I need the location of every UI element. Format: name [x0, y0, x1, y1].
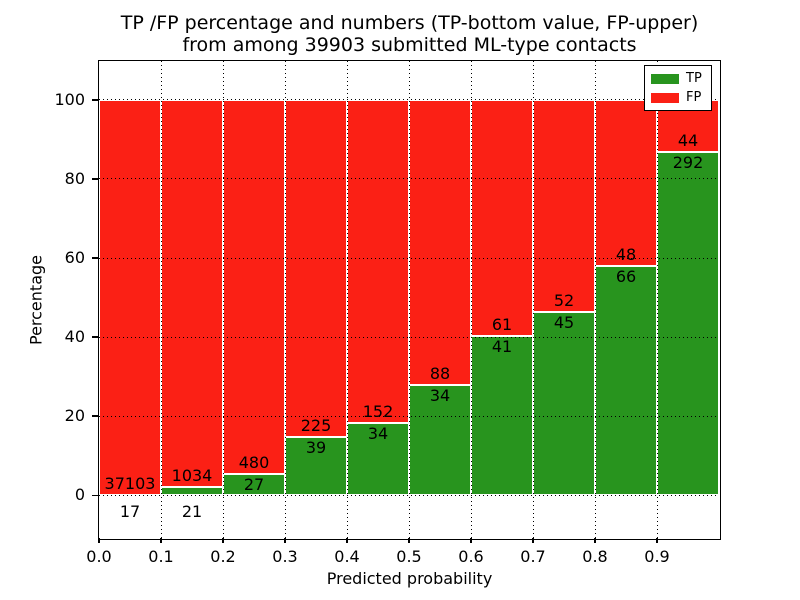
x-tick: [532, 538, 534, 543]
x-tick-label: 0.3: [272, 547, 298, 566]
chart-title-line-1: TP /FP percentage and numbers (TP-bottom…: [120, 12, 699, 34]
bar-label-fp-count: 88: [429, 364, 451, 384]
bar-label-fp-count: 44: [677, 130, 699, 150]
y-tick: [92, 257, 98, 259]
x-tick: [160, 538, 162, 543]
x-tick: [346, 538, 348, 543]
gridline-vertical: [408, 61, 410, 538]
x-tick: [470, 538, 472, 543]
bar-segment-fp: [285, 99, 347, 437]
x-tick: [284, 538, 286, 543]
fp-color-swatch: [651, 92, 679, 103]
bar-segment-fp: [533, 99, 595, 312]
bar-label-tp-count: 41: [491, 337, 513, 357]
x-tick-label: 0.9: [644, 547, 670, 566]
y-tick-label: 60: [64, 248, 85, 267]
gridline-vertical: [532, 61, 534, 538]
bar-label-tp-count: 39: [305, 437, 327, 457]
bar-segment-fp: [161, 99, 223, 488]
y-tick: [92, 336, 98, 338]
x-axis-label: Predicted probability: [326, 569, 493, 588]
x-tick-label: 0.5: [396, 547, 422, 566]
legend-label-tp: TP: [686, 71, 702, 86]
x-tick: [222, 538, 224, 543]
plot-area: TP FP 37103 17 1034 21 480 27 225 39 152 34 88 34 61…: [54, 60, 721, 566]
gridline-vertical: [346, 61, 348, 538]
x-tick: [594, 538, 596, 543]
bar-label-tp-count: 45: [553, 312, 575, 332]
bar-segment-tp: [285, 436, 347, 496]
gridline-horizontal: [99, 257, 719, 259]
bar-segment-fp: [409, 99, 471, 386]
legend-label-fp: FP: [686, 90, 702, 105]
bar-label-tp-count: 292: [672, 152, 704, 172]
gridline-horizontal: [99, 336, 719, 338]
bar-label-fp-count: 225: [300, 415, 332, 435]
bar-segment-fp: [99, 99, 161, 496]
y-tick: [92, 415, 98, 417]
gridline-horizontal: [99, 178, 719, 180]
x-tick-label: 0.0: [86, 547, 112, 566]
legend: TP FP: [644, 65, 712, 111]
y-tick: [92, 99, 98, 101]
bar-segment-fp: [347, 99, 409, 423]
bar-label-fp-count: 52: [553, 290, 575, 310]
y-axis-label: Percentage: [26, 254, 46, 346]
x-tick-label: 0.6: [458, 547, 484, 566]
gridline-vertical: [656, 61, 658, 538]
bar-label-fp-count: 1034: [171, 466, 213, 486]
gridline-vertical: [594, 61, 596, 538]
y-tick: [92, 178, 98, 180]
bar-label-tp-count: 34: [367, 424, 389, 443]
y-tick-label: 20: [64, 406, 85, 426]
bar-label-tp-count: 27: [243, 475, 265, 495]
y-tick: [92, 494, 98, 497]
gridline-vertical: [222, 61, 224, 538]
y-tick-label: 40: [64, 327, 85, 347]
bar-label-fp-count: 37103: [104, 474, 156, 494]
x-tick: [408, 538, 410, 543]
bar-label-fp-count: 152: [362, 402, 394, 421]
bar-label-tp-count: 66: [615, 267, 637, 287]
bar-segment-tp: [533, 311, 595, 496]
bar-segment-fp: [223, 99, 285, 475]
x-tick-label: 0.1: [148, 547, 174, 566]
x-tick: [656, 538, 658, 543]
chart-title-line-2: from among 39903 submitted ML-type conta…: [182, 34, 637, 56]
gridline-vertical: [160, 61, 162, 538]
chart-title: TP /FP percentage and numbers (TP-bottom…: [98, 12, 721, 56]
gridline-horizontal: [99, 494, 719, 496]
x-tick: [98, 538, 100, 543]
gridline-horizontal: [99, 99, 719, 101]
y-tick-label: 0: [74, 485, 85, 505]
bar-label-tp-count: 34: [429, 386, 451, 406]
bar-segment-tp: [409, 385, 471, 496]
bar-segment-fp: [471, 99, 533, 337]
bar-label-fp-count: 480: [238, 453, 270, 473]
bar-segment-tp: [595, 266, 657, 496]
gridline-horizontal: [99, 415, 719, 417]
legend-item-tp: TP: [651, 72, 705, 85]
bar-label-fp-count: 61: [491, 315, 513, 335]
tp-color-swatch: [651, 73, 679, 84]
bar-label-fp-count: 48: [615, 245, 637, 265]
bar-label-tp-count: 17: [119, 502, 141, 522]
x-tick-label: 0.8: [582, 547, 608, 566]
bar-label-tp-count: 21: [181, 502, 203, 522]
y-tick-label: 80: [64, 168, 85, 188]
bar-segment-tp: [657, 151, 719, 496]
bar-segment-fp: [595, 99, 657, 267]
x-tick-label: 0.7: [520, 547, 546, 566]
legend-item-fp: FP: [651, 91, 705, 104]
gridline-vertical: [470, 61, 472, 538]
y-tick-label: 100: [54, 89, 85, 109]
gridline-vertical: [284, 61, 286, 538]
x-tick-label: 0.2: [210, 547, 236, 566]
x-tick-label: 0.4: [334, 547, 360, 566]
